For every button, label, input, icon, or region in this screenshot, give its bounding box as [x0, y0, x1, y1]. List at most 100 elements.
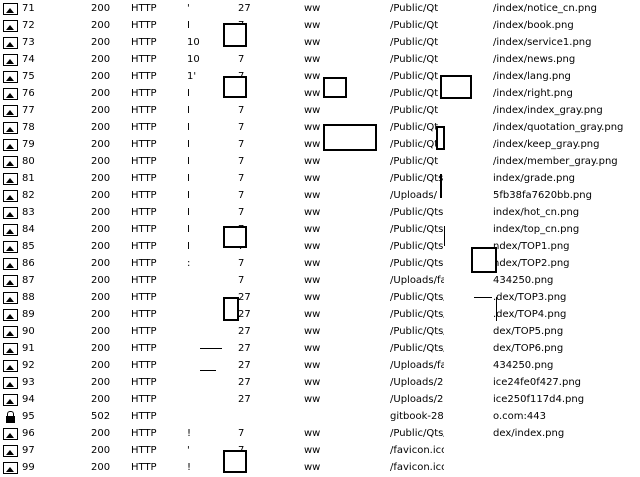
- host: 10: [187, 37, 200, 48]
- url: /favicon.ico: [390, 445, 444, 456]
- file-name: ice24fe0f427.png: [493, 377, 582, 388]
- protocol: HTTP: [131, 224, 157, 235]
- session-row[interactable]: 92 200 HTTP 27 ww/Uploads/fac 434250.png: [0, 357, 640, 374]
- content-type: ww: [304, 292, 321, 303]
- session-number: 96: [22, 428, 35, 439]
- protocol: HTTP: [131, 326, 157, 337]
- body-size: 7: [238, 54, 245, 65]
- file-name: /index/notice_cn.png: [493, 3, 597, 14]
- session-number: 93: [22, 377, 35, 388]
- host: I: [187, 139, 190, 150]
- body-size: 7: [238, 258, 245, 269]
- session-row[interactable]: 73200HTTP107ww/Public/Qt/index/service1.…: [0, 34, 640, 51]
- protocol: HTTP: [131, 105, 157, 116]
- session-row[interactable]: 87 200 HTTP 7 ww/Uploads/fa 434250.png: [0, 272, 640, 289]
- session-row[interactable]: 72200HTTPI7ww/Public/Qt/index/book.png: [0, 17, 640, 34]
- redaction-box: [471, 247, 497, 273]
- divider: [474, 297, 492, 298]
- session-row[interactable]: 77 200 HTTP I 7 ww/Public/Qt/index/index_gray…: [0, 102, 640, 119]
- redaction-box: [223, 226, 247, 248]
- redaction-box: [323, 77, 347, 98]
- protocol: HTTP: [131, 445, 157, 456]
- body-size: 27: [238, 394, 251, 405]
- result-code: 200: [91, 139, 111, 150]
- protocol: HTTP: [131, 411, 157, 422]
- protocol: HTTP: [131, 122, 157, 133]
- url: /Public/Qt: [390, 139, 439, 150]
- session-number: 82: [22, 190, 35, 201]
- host: I: [187, 20, 190, 31]
- protocol: HTTP: [131, 360, 157, 371]
- session-row[interactable]: 85200HTTPI7ww/Public/Qts.ndex/TOP1.png: [0, 238, 640, 255]
- session-row[interactable]: 74 200 HTTP 10 7 ww/Public/Qt/index/news.png: [0, 51, 640, 68]
- image-icon: [3, 105, 18, 117]
- file-name: /index/service1.png: [493, 37, 592, 48]
- body-size: 7: [238, 275, 245, 286]
- content-type: ww: [304, 71, 321, 82]
- result-code: 200: [91, 37, 111, 48]
- lock-icon: [3, 411, 18, 423]
- file-name: o.com:443: [493, 411, 546, 422]
- session-number: 83: [22, 207, 35, 218]
- session-row[interactable]: 81 200 HTTP I 7 ww/Public/Qts index/grade.png: [0, 170, 640, 187]
- host: I: [187, 156, 190, 167]
- session-row[interactable]: 80 200 HTTP I 7 ww/Public/Qt/index/member_gra…: [0, 153, 640, 170]
- protocol: HTTP: [131, 428, 157, 439]
- session-number: 92: [22, 360, 35, 371]
- content-type: ww: [304, 139, 321, 150]
- content-type: ww: [304, 309, 321, 320]
- url: /Public/Qt: [390, 71, 439, 82]
- image-icon: [3, 88, 18, 100]
- session-row[interactable]: 96 200 HTTP! 7 ww/Public/Qts/dex/index.png: [0, 425, 640, 442]
- session-number: 84: [22, 224, 35, 235]
- image-icon: [3, 275, 18, 287]
- session-row[interactable]: 90 200 HTTP 27 ww/Public/Qts/dex/TOP5.png: [0, 323, 640, 340]
- content-type: ww: [304, 54, 321, 65]
- host: I: [187, 173, 190, 184]
- session-row[interactable]: 79 200 HTTP I 7 ww/Public/Qt/index/keep_gray.…: [0, 136, 640, 153]
- url: /Public/Qts.: [390, 258, 444, 269]
- session-row[interactable]: 76200HTTPI7ww/Public/Qt/index/right.png: [0, 85, 640, 102]
- session-row[interactable]: 88 200 HTTP 27 ww/Public/Qts/ .dex/TOP3.png: [0, 289, 640, 306]
- result-code: 200: [91, 71, 111, 82]
- session-row[interactable]: 83 200 HTTP I 7 ww/Public/Qts index/hot_cn.png: [0, 204, 640, 221]
- session-row[interactable]: 93 200 HTTP 27 ww/Uploads/20 ice24fe0f427.png: [0, 374, 640, 391]
- result-code: 200: [91, 377, 111, 388]
- session-row[interactable]: 86 200 HTTP: 7 ww/Public/Qts. ndex/TOP2.png: [0, 255, 640, 272]
- session-row[interactable]: 91 200 HTTP 27 ww/Public/Qts/dex/TOP6.png: [0, 340, 640, 357]
- protocol: HTTP: [131, 462, 157, 473]
- divider: [200, 348, 222, 349]
- host: I: [187, 122, 190, 133]
- redaction-box: [223, 450, 247, 473]
- image-icon: [3, 462, 18, 474]
- session-row[interactable]: 71 200 HTTP ' 27 ww/Public/Qt/index/notice_cn…: [0, 0, 640, 17]
- image-icon: [3, 156, 18, 168]
- session-row[interactable]: 82 200 HTTP I 7 ww/Uploads/5fb38fa7620bb.png: [0, 187, 640, 204]
- body-size: 7: [238, 190, 245, 201]
- session-row[interactable]: 89 200 HTTP 27 ww/Public/Qts/ .dex/TOP4.png: [0, 306, 640, 323]
- image-icon: [3, 292, 18, 304]
- session-row[interactable]: 94 200 HTTP 27 ww/Uploads/20 ice250f117d4.png: [0, 391, 640, 408]
- host: 1': [187, 71, 197, 82]
- protocol: HTTP: [131, 37, 157, 48]
- result-code: 200: [91, 428, 111, 439]
- file-name: 434250.png: [493, 360, 554, 371]
- result-code: 200: [91, 122, 111, 133]
- url: /Public/Qt: [390, 156, 439, 167]
- result-code: 200: [91, 275, 111, 286]
- protocol: HTTP: [131, 88, 157, 99]
- protocol: HTTP: [131, 71, 157, 82]
- image-icon: [3, 71, 18, 83]
- session-row[interactable]: 95 502 HTTP gitbook-284 o.com:443: [0, 408, 640, 425]
- image-icon: [3, 241, 18, 253]
- body-size: 27: [238, 309, 251, 320]
- url: /Uploads/20: [390, 394, 444, 405]
- image-icon: [3, 326, 18, 338]
- session-number: 72: [22, 20, 35, 31]
- session-row[interactable]: 78 200 HTTP I 7 ww/Public/Qt/index/quotation_…: [0, 119, 640, 136]
